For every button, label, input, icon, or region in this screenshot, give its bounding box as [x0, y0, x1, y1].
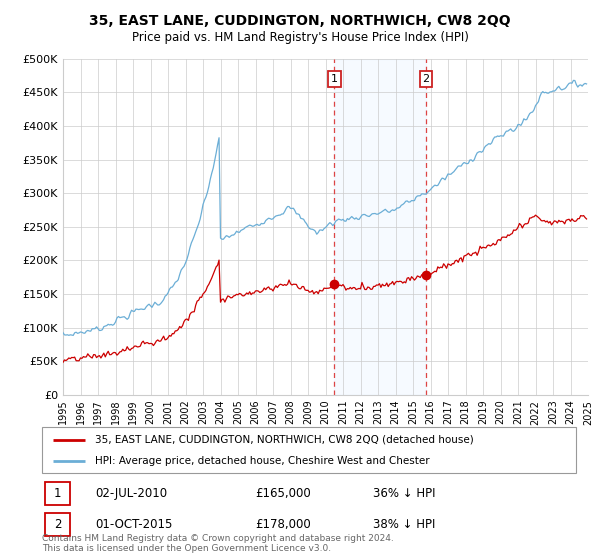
Text: Price paid vs. HM Land Registry's House Price Index (HPI): Price paid vs. HM Land Registry's House … — [131, 31, 469, 44]
Bar — [334, 59, 426, 395]
Text: £165,000: £165,000 — [256, 487, 311, 500]
Text: Contains HM Land Registry data © Crown copyright and database right 2024.
This d: Contains HM Land Registry data © Crown c… — [42, 534, 394, 553]
Text: HPI: Average price, detached house, Cheshire West and Chester: HPI: Average price, detached house, Ches… — [95, 456, 430, 466]
Text: £178,000: £178,000 — [256, 518, 311, 531]
Text: 2: 2 — [54, 518, 61, 531]
Text: 01-OCT-2015: 01-OCT-2015 — [95, 518, 173, 531]
Bar — [44, 482, 70, 505]
Text: 2: 2 — [422, 74, 430, 84]
Text: 38% ↓ HPI: 38% ↓ HPI — [373, 518, 436, 531]
Text: 36% ↓ HPI: 36% ↓ HPI — [373, 487, 436, 500]
Text: 35, EAST LANE, CUDDINGTON, NORTHWICH, CW8 2QQ (detached house): 35, EAST LANE, CUDDINGTON, NORTHWICH, CW… — [95, 435, 474, 445]
Text: 35, EAST LANE, CUDDINGTON, NORTHWICH, CW8 2QQ: 35, EAST LANE, CUDDINGTON, NORTHWICH, CW… — [89, 14, 511, 28]
Bar — [44, 514, 70, 536]
Text: 1: 1 — [331, 74, 338, 84]
Text: 02-JUL-2010: 02-JUL-2010 — [95, 487, 167, 500]
Text: 1: 1 — [54, 487, 61, 500]
